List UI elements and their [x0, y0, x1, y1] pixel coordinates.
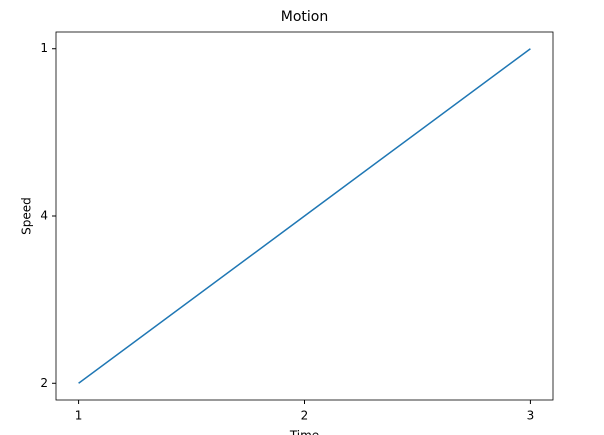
- x-tick-label: 1: [75, 409, 83, 423]
- chart-title: Motion: [281, 9, 328, 25]
- x-axis-label: Time: [289, 429, 319, 435]
- y-axis-label: Speed: [20, 197, 34, 235]
- y-tick-label: 4: [40, 209, 48, 223]
- x-tick-label: 3: [527, 409, 535, 423]
- line-series: [78, 48, 531, 384]
- y-tick-label: 1: [40, 41, 48, 55]
- plot-frame: [55, 31, 554, 401]
- x-tick-label: 2: [301, 409, 309, 423]
- y-tick-label: 2: [40, 376, 48, 390]
